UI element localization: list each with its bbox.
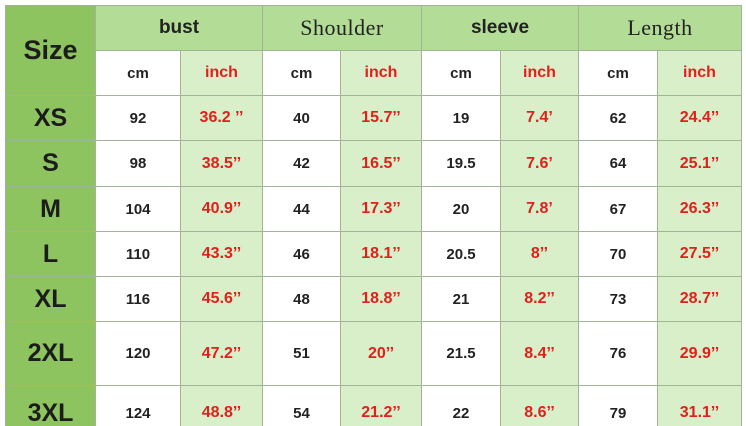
size-label: 3XL (5, 385, 96, 426)
unit-header: cm (95, 50, 181, 96)
measurement: 36.2 ’’ (180, 95, 263, 141)
measurement: 73 (578, 276, 658, 322)
measurement: 54 (262, 385, 341, 426)
measurement: 92 (95, 95, 181, 141)
measurement: 45.6’’ (180, 276, 263, 322)
unit-header: cm (421, 50, 501, 96)
measurement: 8’’ (500, 231, 579, 277)
unit-header: cm (578, 50, 658, 96)
measurement: 40.9’’ (180, 186, 263, 232)
measurement: 25.1’’ (657, 140, 742, 187)
measurement: 8.2’’ (500, 276, 579, 322)
measurement: 40 (262, 95, 341, 141)
measurement: 17.3’’ (340, 186, 422, 232)
measurement: 29.9’’ (657, 321, 742, 386)
measurement: 44 (262, 186, 341, 232)
measurement: 7.6’ (500, 140, 579, 187)
measurement: 27.5’’ (657, 231, 742, 277)
measurement: 21.5 (421, 321, 501, 386)
measurement: 19.5 (421, 140, 501, 187)
corner-header: Size (5, 5, 96, 96)
column-header: sleeve (421, 5, 579, 51)
measurement: 26.3’’ (657, 186, 742, 232)
unit-header: cm (262, 50, 341, 96)
measurement: 64 (578, 140, 658, 187)
size-label: XL (5, 276, 96, 322)
unit-header: inch (500, 50, 579, 96)
measurement: 116 (95, 276, 181, 322)
measurement: 120 (95, 321, 181, 386)
measurement: 22 (421, 385, 501, 426)
measurement: 8.4’’ (500, 321, 579, 386)
measurement: 47.2’’ (180, 321, 263, 386)
measurement: 51 (262, 321, 341, 386)
measurement: 124 (95, 385, 181, 426)
measurement: 21.2’’ (340, 385, 422, 426)
measurement: 42 (262, 140, 341, 187)
measurement: 18.8’’ (340, 276, 422, 322)
size-label: XS (5, 95, 96, 141)
size-label: S (5, 140, 96, 187)
measurement: 7.8’ (500, 186, 579, 232)
measurement: 43.3’’ (180, 231, 263, 277)
measurement: 38.5’’ (180, 140, 263, 187)
column-header: Length (578, 5, 742, 51)
measurement: 76 (578, 321, 658, 386)
size-label: 2XL (5, 321, 96, 386)
unit-header: inch (340, 50, 422, 96)
measurement: 8.6’’ (500, 385, 579, 426)
measurement: 20.5 (421, 231, 501, 277)
measurement: 28.7’’ (657, 276, 742, 322)
measurement: 20’’ (340, 321, 422, 386)
unit-header: inch (657, 50, 742, 96)
measurement: 110 (95, 231, 181, 277)
measurement: 104 (95, 186, 181, 232)
measurement: 67 (578, 186, 658, 232)
size-label: L (5, 231, 96, 277)
measurement: 31.1’’ (657, 385, 742, 426)
measurement: 98 (95, 140, 181, 187)
measurement: 24.4’’ (657, 95, 742, 141)
measurement: 48.8’’ (180, 385, 263, 426)
measurement: 62 (578, 95, 658, 141)
measurement: 16.5’’ (340, 140, 422, 187)
measurement: 20 (421, 186, 501, 232)
measurement: 70 (578, 231, 658, 277)
measurement: 79 (578, 385, 658, 426)
measurement: 15.7’’ (340, 95, 422, 141)
unit-header: inch (180, 50, 263, 96)
column-header: bust (95, 5, 263, 51)
measurement: 48 (262, 276, 341, 322)
measurement: 19 (421, 95, 501, 141)
measurement: 21 (421, 276, 501, 322)
size-label: M (5, 186, 96, 232)
measurement: 46 (262, 231, 341, 277)
column-header: Shoulder (262, 5, 422, 51)
measurement: 7.4’ (500, 95, 579, 141)
measurement: 18.1’’ (340, 231, 422, 277)
